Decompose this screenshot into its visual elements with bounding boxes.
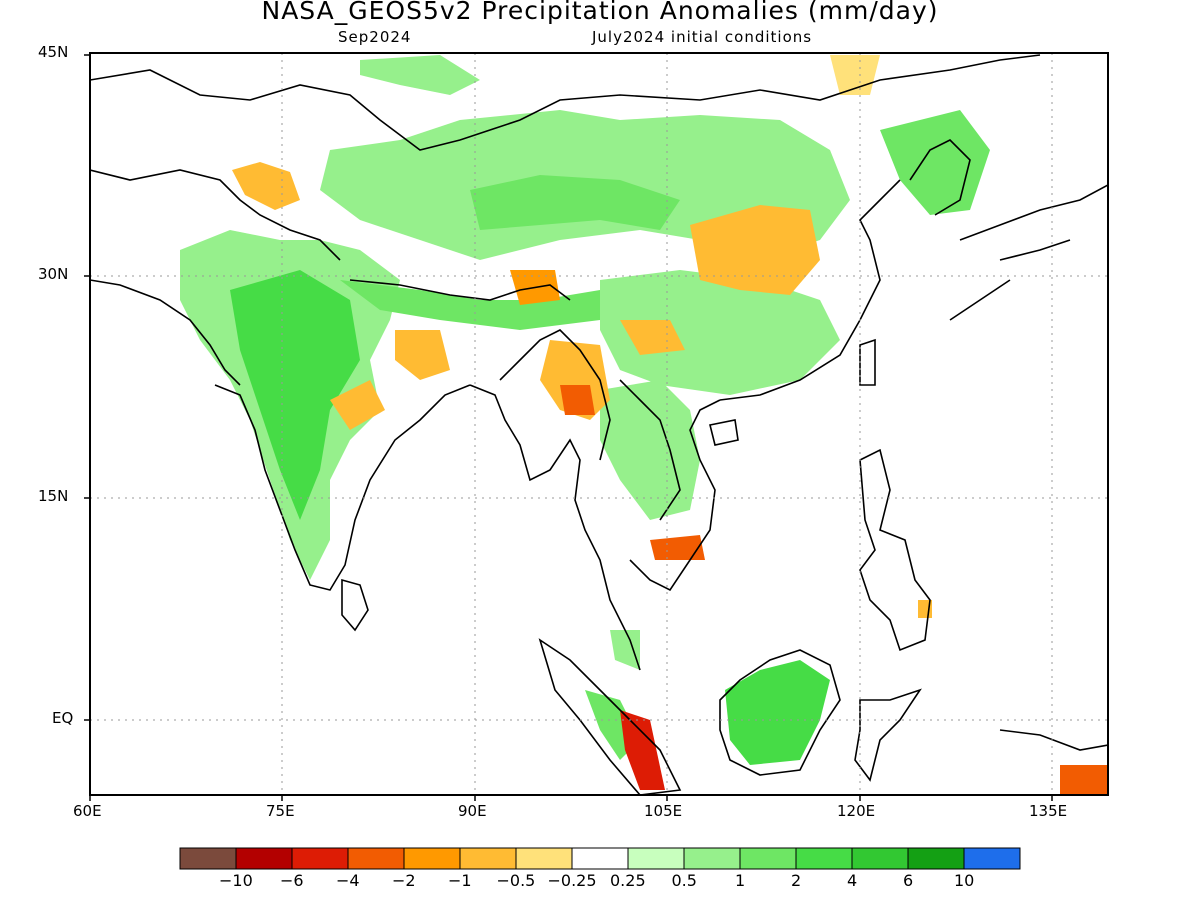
dry-region-kashmir [232,162,300,210]
myanmar-border [499,329,611,461]
sumatra [538,638,682,795]
colorbar-tick-label: −4 [336,871,360,890]
dry-region-bengal [395,330,450,380]
colorbar-swatch [403,847,461,870]
colorbar-tick-label: 0.25 [610,871,646,890]
wet-region-indochina [600,380,700,520]
dry-region-sumatra-south [620,710,665,790]
lon-label-135e: 135E [1029,802,1068,820]
borneo [719,649,841,776]
plot-frame [89,52,1109,796]
indochina-coast [629,399,721,592]
dry-region-central-india [330,380,385,430]
colorbar-tick-label: −0.25 [547,871,597,890]
dry-region-new-guinea [1060,765,1108,795]
colorbar-swatch [291,847,349,870]
colorbar-tick-label: 10 [954,871,975,890]
lat-label-30n: 30N [38,265,69,283]
colorbar-tick-label: 1 [735,871,746,890]
colorbar-swatch [459,847,517,870]
wet-region-borneo [725,660,830,765]
bay-of-bengal-east [469,384,641,671]
new-guinea [999,729,1108,751]
japan [949,184,1108,321]
korea-coast [909,139,971,216]
colorbar-swatch [739,847,797,870]
colorbar-swatch [683,847,741,870]
tick-marks [84,54,1053,801]
wet-region-tibet [340,280,640,330]
philippines [859,448,931,652]
colorbar [179,847,1021,870]
colorbar-tick-label: −1 [448,871,472,890]
lon-label-105e: 105E [644,802,683,820]
dry-region-east-china [690,205,820,295]
laos-border [619,379,681,521]
colorbar-swatch [795,847,853,870]
colorbar-swatch [235,847,293,870]
hainan [709,419,739,446]
tibet-border [349,279,571,301]
lon-label-75e: 75E [266,802,295,820]
colorbar-swatch [571,847,629,870]
dry-region-myanmar-core [560,385,595,415]
colorbar-tick-label: −6 [280,871,304,890]
wet-region-india-core [230,270,360,520]
dry-region-cambodia [650,535,705,560]
colorbar-tick-label: −0.5 [496,871,536,890]
colorbar-swatch [179,847,237,870]
china-coast [719,179,901,401]
subtitle-valid-month: Sep2024 [338,28,412,46]
colorbar-swatch [347,847,405,870]
lon-label-90e: 90E [458,802,487,820]
colorbar-tick-label: 4 [847,871,858,890]
wet-region-china-north-core [470,175,680,230]
coastlines [90,54,1108,795]
anomaly-shading [180,55,1108,795]
lat-label-eq: EQ [52,709,74,727]
page-title: NASA_GEOS5v2 Precipitation Anomalies (mm… [261,0,939,25]
wet-region-korea [880,110,990,215]
taiwan [859,338,876,386]
colorbar-swatch [627,847,685,870]
gridlines [90,53,1108,795]
lat-label-15n: 15N [38,487,69,505]
colorbar-swatch [963,847,1021,870]
colorbar-swatch [851,847,909,870]
wet-region-malay [610,630,640,670]
colorbar-tick-label: −2 [392,871,416,890]
sulawesi [854,688,922,782]
colorbar-tick-label: 0.5 [671,871,697,890]
colorbar-tick-label: −10 [219,871,253,890]
lon-label-60e: 60E [73,802,102,820]
sri-lanka [341,578,369,632]
wet-region-south-china [600,270,840,395]
colorbar-swatch [515,847,573,870]
colorbar-swatch [907,847,965,870]
india-coast [214,384,471,591]
colorbar-tick-label: 6 [903,871,914,890]
colorbar-tick-label: 2 [791,871,802,890]
lon-label-120e: 120E [837,802,876,820]
subtitle-initial-conditions: July2024 initial conditions [592,28,813,46]
dry-region-yunnan [620,320,685,355]
wet-region-mongolia [360,55,480,95]
lat-label-45n: 45N [38,43,69,61]
